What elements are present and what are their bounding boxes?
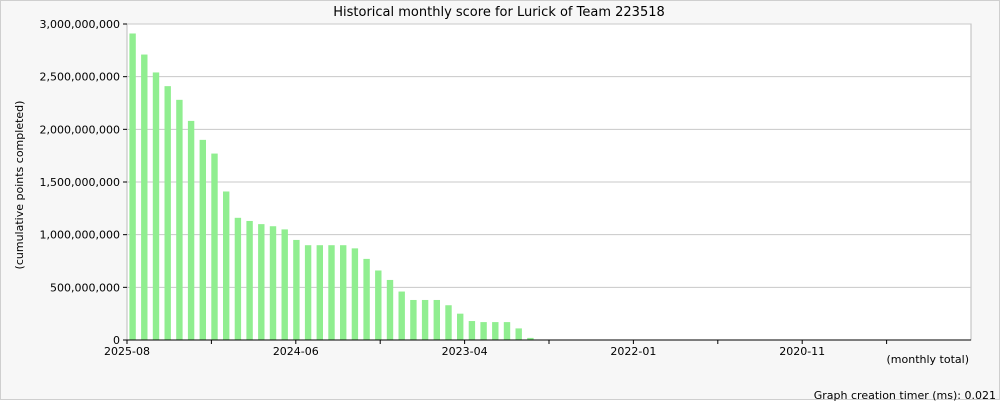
bar [363, 258, 370, 340]
bar [316, 245, 323, 340]
bar [445, 305, 452, 340]
y-tick-label: 3,000,000,000 [40, 18, 120, 31]
bar [433, 299, 440, 340]
x-axis-label: (monthly total) [887, 353, 970, 366]
bar [141, 54, 148, 341]
chart-title: Historical monthly score for Lurick of T… [333, 5, 665, 20]
bar [281, 229, 288, 340]
y-tick-label: 0 [113, 334, 120, 347]
y-tick-label: 500,000,000 [50, 281, 120, 294]
bar [468, 321, 476, 340]
y-tick-label: 1,000,000,000 [40, 229, 120, 242]
bar [351, 248, 359, 340]
graph-timer-text: Graph creation timer (ms): 0.021 [814, 389, 996, 401]
x-tick-label: 2025-08 [104, 345, 150, 358]
x-tick-label: 2022-01 [610, 345, 656, 358]
bar [234, 217, 242, 340]
bar [375, 270, 382, 340]
y-axis-label: (cumulative points completed) [13, 101, 26, 270]
y-tick-label: 2,000,000,000 [40, 123, 120, 136]
bar [211, 153, 218, 340]
bar [386, 279, 394, 340]
bar [503, 322, 511, 340]
bar [398, 291, 405, 340]
bar [304, 245, 312, 340]
axes: 0 500,000,000 1,000,000,000 1,500,000,000 2,… [40, 18, 971, 358]
y-tick-label: 2,500,000,000 [40, 71, 120, 84]
bar [258, 224, 265, 340]
bar [246, 220, 253, 340]
bar [492, 322, 499, 340]
bars [129, 33, 534, 341]
bar [293, 239, 300, 340]
x-tick-label: 2023-04 [442, 345, 488, 358]
bar [199, 139, 206, 340]
gridlines [127, 23, 971, 288]
bar [421, 299, 429, 340]
bar [187, 120, 195, 340]
bar [269, 226, 277, 340]
bar [457, 313, 464, 340]
bar [223, 191, 230, 340]
bar [515, 328, 522, 340]
x-tick-label: 2020-11 [779, 345, 825, 358]
bar [328, 245, 335, 340]
x-tick-label: 2024-06 [273, 345, 319, 358]
bar [340, 245, 347, 340]
bar [176, 99, 183, 340]
bar [527, 337, 534, 340]
bar [410, 299, 417, 340]
bar [164, 86, 171, 340]
bar [152, 72, 160, 340]
bar [129, 33, 136, 340]
y-tick-label: 1,500,000,000 [40, 176, 120, 189]
bar [480, 322, 487, 340]
